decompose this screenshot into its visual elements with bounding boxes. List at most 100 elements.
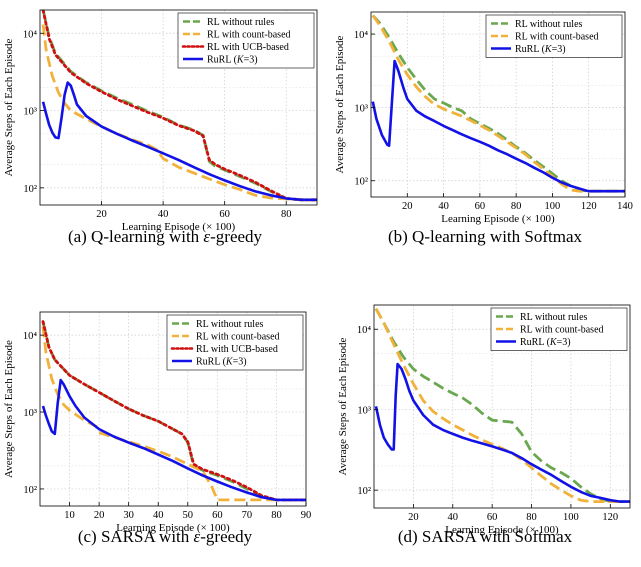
x-tick-label: 40: [438, 201, 449, 212]
legend: RL without rules RL with count-basedRuRL …: [485, 14, 623, 58]
y-tick-label: 10²: [354, 177, 368, 188]
chart-d: 20 40 60 80 100 120 10² 10³ 10⁴ Learning Episode …: [337, 304, 631, 536]
plot-frame: [39, 9, 318, 206]
series-line-rurl: [41, 81, 317, 202]
caption-a-greek: ε: [203, 227, 211, 246]
y-tick-label: 10³: [354, 103, 368, 114]
legend-label-ucb: RL with UCB-based: [207, 42, 289, 53]
x-tick-label: 100: [563, 512, 579, 523]
x-tick-label: 20: [94, 510, 105, 521]
legend-label-count: RL with count-based: [207, 30, 291, 41]
x-tick-label: 120: [602, 512, 618, 523]
x-tick-label: 20: [96, 209, 107, 220]
x-tick-label: 60: [219, 209, 230, 220]
y-tick-label: 10³: [23, 408, 37, 419]
series-line-rurl: [371, 59, 625, 193]
x-axis-label: Learning Episode (× 100): [441, 213, 555, 225]
y-axis-label: Average Steps of Each Episode: [337, 337, 349, 475]
x-axis-label: Learning Episode (× 100): [122, 221, 236, 233]
legend-label-ucb: RL with UCB-based: [196, 344, 278, 355]
legend-label-rurl: RuRL (K=3): [520, 337, 571, 348]
y-tick-label: 10⁴: [354, 30, 369, 41]
x-axis-label: Learning Episode (× 100): [445, 524, 559, 536]
legend-label-rules: RL without rules: [520, 312, 588, 323]
series-group: [374, 308, 630, 504]
x-tick-label: 20: [402, 201, 413, 212]
y-tick-label: 10²: [23, 184, 37, 195]
legend-label-count: RL with count-based: [196, 332, 280, 343]
x-tick-label: 80: [281, 209, 292, 220]
caption-c: (c) SARSA with ε-greedy: [20, 527, 310, 547]
legend-label-count: RL with count-based: [515, 32, 599, 43]
y-axis-label: Average Steps of Each Episode: [3, 38, 15, 176]
legend-box: [485, 14, 623, 58]
series-line-ucb: [41, 10, 317, 202]
x-tick-label: 40: [448, 512, 459, 523]
x-tick-label: 140: [617, 201, 633, 212]
x-tick-label: 80: [271, 510, 282, 521]
series-line-count: [371, 14, 625, 193]
y-axis-label: Average Steps of Each Episode: [3, 340, 15, 478]
x-tick-label: 120: [581, 201, 597, 212]
legend: RL without rules RL with count-basedRuRL …: [490, 307, 628, 351]
legend-label-rules: RL without rules: [207, 17, 275, 28]
y-tick-label: 10³: [23, 107, 37, 118]
caption-b: (b) Q-learning with Softmax: [340, 227, 630, 247]
series-group: [371, 14, 625, 193]
series-line-rurl: [41, 378, 306, 502]
caption-b-prefix: (b) Q-learning with Softmax: [387, 227, 583, 246]
x-tick-label: 60: [487, 512, 498, 523]
series-line-rules: [374, 308, 630, 504]
caption-d: (d) SARSA with Softmax: [340, 527, 630, 547]
caption-a-suffix: -greedy: [210, 227, 263, 246]
chart-a: 20 40 60 80 10² 10³ 10⁴ Learning Episode (× 100…: [3, 9, 318, 233]
plot-frame: [39, 311, 307, 507]
legend-label-rurl: RuRL (K=3): [207, 55, 258, 66]
x-tick-label: 60: [212, 510, 223, 521]
caption-c-prefix: (c) SARSA with: [77, 527, 194, 546]
x-tick-label: 40: [158, 209, 169, 220]
caption-d-prefix: (d) SARSA with Softmax: [397, 527, 573, 546]
chart-c: 10 20 30 40 50 60 70 80 90 10² 10³ 10⁴ Learning Epis…: [3, 311, 312, 534]
y-tick-label: 10²: [23, 485, 37, 496]
caption-a: (a) Q-learning with ε-greedy: [20, 227, 310, 247]
x-tick-label: 80: [511, 201, 522, 212]
x-tick-label: 10: [64, 510, 75, 521]
chart-b: 20 40 60 80 100 120 140 10² 10³ 10⁴ Learning Episo…: [334, 11, 633, 225]
x-tick-label: 40: [153, 510, 164, 521]
y-axis-label: Average Steps of Each Episode: [334, 35, 346, 173]
x-axis-label: Learning Episode (× 100): [116, 522, 230, 534]
legend-label-rules: RL without rules: [196, 319, 264, 330]
caption-c-greek: ε: [193, 527, 201, 546]
legend-label-rules: RL without rules: [515, 19, 583, 30]
x-tick-label: 90: [301, 510, 312, 521]
legend-box: [177, 12, 315, 69]
y-tick-label: 10⁴: [23, 29, 38, 40]
y-tick-label: 10²: [357, 486, 371, 497]
x-tick-label: 100: [545, 201, 561, 212]
plot-frame: [373, 304, 631, 509]
legend-label-rurl: RuRL (K=3): [515, 44, 566, 55]
x-tick-label: 50: [183, 510, 194, 521]
x-tick-label: 80: [526, 512, 537, 523]
legend-box: [490, 307, 628, 351]
series-group: [41, 320, 306, 502]
series-line-ucb: [41, 320, 306, 502]
x-tick-label: 30: [123, 510, 134, 521]
legend-label-count: RL with count-based: [520, 325, 604, 336]
series-group: [41, 10, 317, 202]
caption-c-suffix: -greedy: [200, 527, 253, 546]
y-tick-label: 10⁴: [23, 331, 38, 342]
series-line-rurl: [374, 362, 630, 503]
caption-a-prefix: (a) Q-learning with: [67, 227, 204, 246]
x-tick-label: 20: [408, 512, 419, 523]
series-line-count: [41, 326, 306, 502]
x-tick-label: 60: [475, 201, 486, 212]
legend-label-rurl: RuRL (K=3): [196, 357, 247, 368]
y-tick-label: 10³: [357, 406, 371, 417]
y-tick-label: 10⁴: [357, 325, 372, 336]
